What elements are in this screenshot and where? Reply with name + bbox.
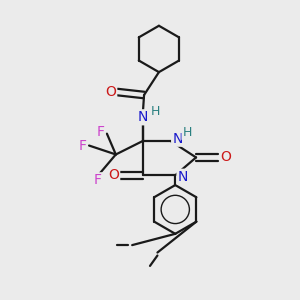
Text: N: N — [137, 110, 148, 124]
Text: O: O — [108, 168, 119, 182]
Text: H: H — [150, 106, 160, 118]
Text: F: F — [79, 139, 86, 152]
Text: F: F — [94, 173, 102, 187]
Text: F: F — [96, 125, 104, 139]
Text: O: O — [105, 85, 116, 99]
Text: O: O — [220, 150, 231, 164]
Text: N: N — [178, 170, 188, 184]
Text: H: H — [182, 126, 192, 139]
Text: N: N — [172, 132, 182, 146]
